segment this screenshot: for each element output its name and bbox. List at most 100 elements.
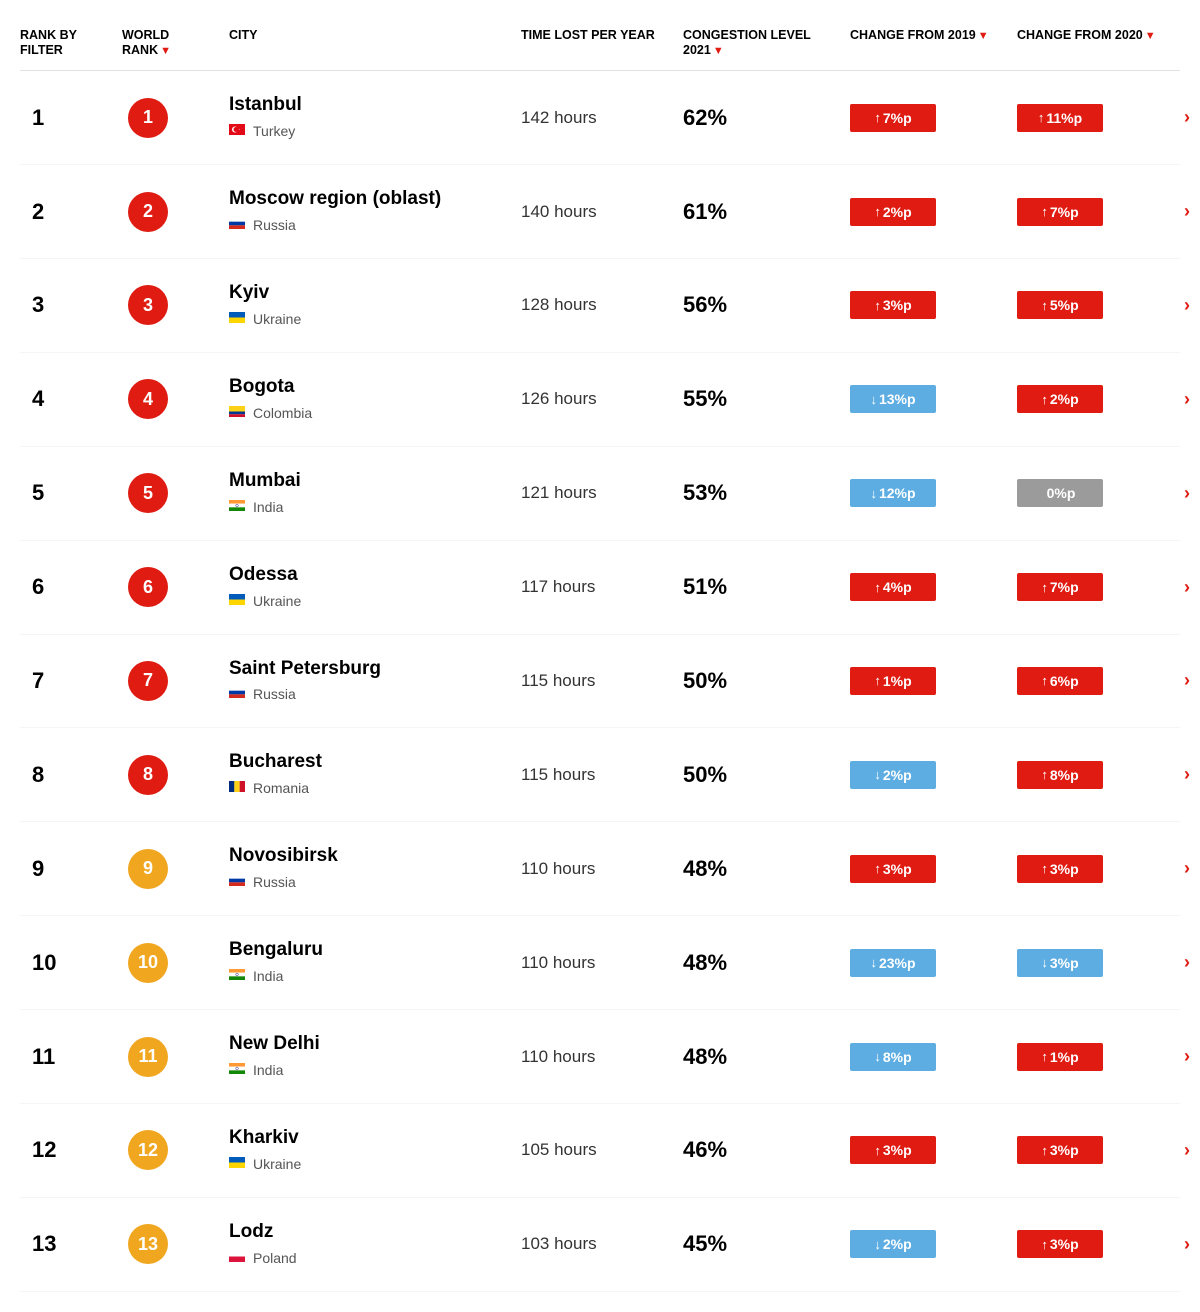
table-row[interactable]: 10 10 Bengaluru India 110 hours 48% ↓23%… (20, 916, 1180, 1010)
change-2019-cell: ↓13%p (850, 385, 1005, 413)
country-name: Russia (253, 874, 296, 890)
congestion-level: 55% (683, 386, 838, 412)
change-value: 11%p (1046, 110, 1082, 126)
col-time-lost[interactable]: TIME LOST PER YEAR (521, 28, 671, 43)
time-lost: 115 hours (521, 671, 671, 691)
table-row[interactable]: 5 5 Mumbai India 121 hours 53% ↓12%p 0%p… (20, 447, 1180, 541)
flag-icon (229, 404, 245, 422)
change-badge-2019: ↓23%p (850, 949, 936, 977)
world-rank-badge: 8 (128, 755, 168, 795)
city-name: Kharkiv (229, 1128, 509, 1149)
expand-row-button[interactable]: › (1184, 858, 1200, 879)
change-2020-cell: ↑7%p (1017, 198, 1172, 226)
expand-row-button[interactable]: › (1184, 295, 1200, 316)
arrow-up-icon: ↑ (1041, 580, 1048, 595)
country-name: Ukraine (253, 1156, 301, 1172)
col-city[interactable]: CITY (229, 28, 509, 43)
city-name: Saint Petersburg (229, 659, 509, 680)
time-lost: 110 hours (521, 1047, 671, 1067)
city-cell: New Delhi India (229, 1034, 509, 1079)
change-value: 3%p (883, 1142, 912, 1158)
change-value: 3%p (1050, 1142, 1079, 1158)
table-row[interactable]: 7 7 Saint Petersburg Russia 115 hours 50… (20, 635, 1180, 729)
arrow-up-icon: ↑ (1041, 1143, 1048, 1158)
congestion-level: 48% (683, 1044, 838, 1070)
change-value: 7%p (1050, 204, 1079, 220)
country-name: Ukraine (253, 593, 301, 609)
col-world-rank[interactable]: WORLD RANK▼ (122, 28, 217, 58)
flag-icon (229, 498, 245, 516)
country-row: Ukraine (229, 592, 509, 610)
expand-row-button[interactable]: › (1184, 107, 1200, 128)
arrow-up-icon: ↑ (874, 861, 881, 876)
expand-row-button[interactable]: › (1184, 952, 1200, 973)
expand-row-button[interactable]: › (1184, 764, 1200, 785)
expand-row-button[interactable]: › (1184, 670, 1200, 691)
table-row[interactable]: 8 8 Bucharest Romania 115 hours 50% ↓2%p… (20, 728, 1180, 822)
table-row[interactable]: 13 13 Lodz Poland 103 hours 45% ↓2%p ↑3%… (20, 1198, 1180, 1292)
arrow-down-icon: ↓ (874, 767, 881, 782)
arrow-up-icon: ↑ (1041, 767, 1048, 782)
col-change-2020[interactable]: CHANGE FROM 2020▼ (1017, 28, 1172, 43)
city-name: Novosibirsk (229, 846, 509, 867)
time-lost: 128 hours (521, 295, 671, 315)
time-lost: 126 hours (521, 389, 671, 409)
change-2020-cell: ↑3%p (1017, 1136, 1172, 1164)
change-2020-cell: ↑7%p (1017, 573, 1172, 601)
expand-row-button[interactable]: › (1184, 1234, 1200, 1255)
city-cell: Odessa Ukraine (229, 565, 509, 610)
country-row: Russia (229, 873, 509, 891)
congestion-level: 45% (683, 1231, 838, 1257)
change-value: 5%p (1050, 297, 1079, 313)
change-badge-2019: ↑1%p (850, 667, 936, 695)
change-badge-2019: ↑7%p (850, 104, 936, 132)
expand-row-button[interactable]: › (1184, 1046, 1200, 1067)
change-badge-2020: ↑3%p (1017, 1230, 1103, 1258)
arrow-up-icon: ↑ (1041, 673, 1048, 688)
change-value: 13%p (879, 391, 916, 407)
change-badge-2019: ↓12%p (850, 479, 936, 507)
expand-row-button[interactable]: › (1184, 201, 1200, 222)
expand-row-button[interactable]: › (1184, 1140, 1200, 1161)
arrow-down-icon: ↓ (870, 486, 877, 501)
expand-row-button[interactable]: › (1184, 389, 1200, 410)
time-lost: 121 hours (521, 483, 671, 503)
world-rank-badge: 9 (128, 849, 168, 889)
table-row[interactable]: 3 3 Kyiv Ukraine 128 hours 56% ↑3%p ↑5%p… (20, 259, 1180, 353)
expand-row-button[interactable]: › (1184, 483, 1200, 504)
world-rank-badge: 3 (128, 285, 168, 325)
table-row[interactable]: 2 2 Moscow region (oblast) Russia 140 ho… (20, 165, 1180, 259)
change-badge-2020: ↑5%p (1017, 291, 1103, 319)
city-name: Mumbai (229, 471, 509, 492)
change-value: 23%p (879, 955, 916, 971)
col-congestion[interactable]: CONGESTION LEVEL 2021▼ (683, 28, 838, 58)
country-name: Turkey (253, 123, 295, 139)
table-row[interactable]: 11 11 New Delhi India 110 hours 48% ↓8%p… (20, 1010, 1180, 1104)
world-rank-badge: 12 (128, 1130, 168, 1170)
country-name: Russia (253, 217, 296, 233)
change-badge-2019: ↓2%p (850, 1230, 936, 1258)
col-rank-filter[interactable]: RANK BY FILTER (20, 28, 110, 58)
change-badge-2020: ↑2%p (1017, 385, 1103, 413)
change-2019-cell: ↑1%p (850, 667, 1005, 695)
change-value: 3%p (1050, 1236, 1079, 1252)
table-row[interactable]: 12 12 Kharkiv Ukraine 105 hours 46% ↑3%p… (20, 1104, 1180, 1198)
expand-row-button[interactable]: › (1184, 577, 1200, 598)
rank-by-filter: 13 (20, 1231, 110, 1257)
col-change-2019[interactable]: CHANGE FROM 2019▼ (850, 28, 1005, 43)
change-2020-cell: ↑11%p (1017, 104, 1172, 132)
change-badge-2020: ↑7%p (1017, 198, 1103, 226)
city-cell: Bengaluru India (229, 940, 509, 985)
table-row[interactable]: 4 4 Bogota Colombia 126 hours 55% ↓13%p … (20, 353, 1180, 447)
change-value: 3%p (883, 861, 912, 877)
table-row[interactable]: 1 1 Istanbul Turkey 142 hours 62% ↑7%p ↑… (20, 71, 1180, 165)
change-2019-cell: ↓23%p (850, 949, 1005, 977)
change-value: 3%p (1050, 861, 1079, 877)
table-row[interactable]: 9 9 Novosibirsk Russia 110 hours 48% ↑3%… (20, 822, 1180, 916)
table-row[interactable]: 6 6 Odessa Ukraine 117 hours 51% ↑4%p ↑7… (20, 541, 1180, 635)
change-badge-2019: ↑3%p (850, 855, 936, 883)
change-2019-cell: ↓2%p (850, 761, 1005, 789)
change-badge-2019: ↓8%p (850, 1043, 936, 1071)
change-value: 0%p (1047, 485, 1076, 501)
change-2020-cell: ↑6%p (1017, 667, 1172, 695)
